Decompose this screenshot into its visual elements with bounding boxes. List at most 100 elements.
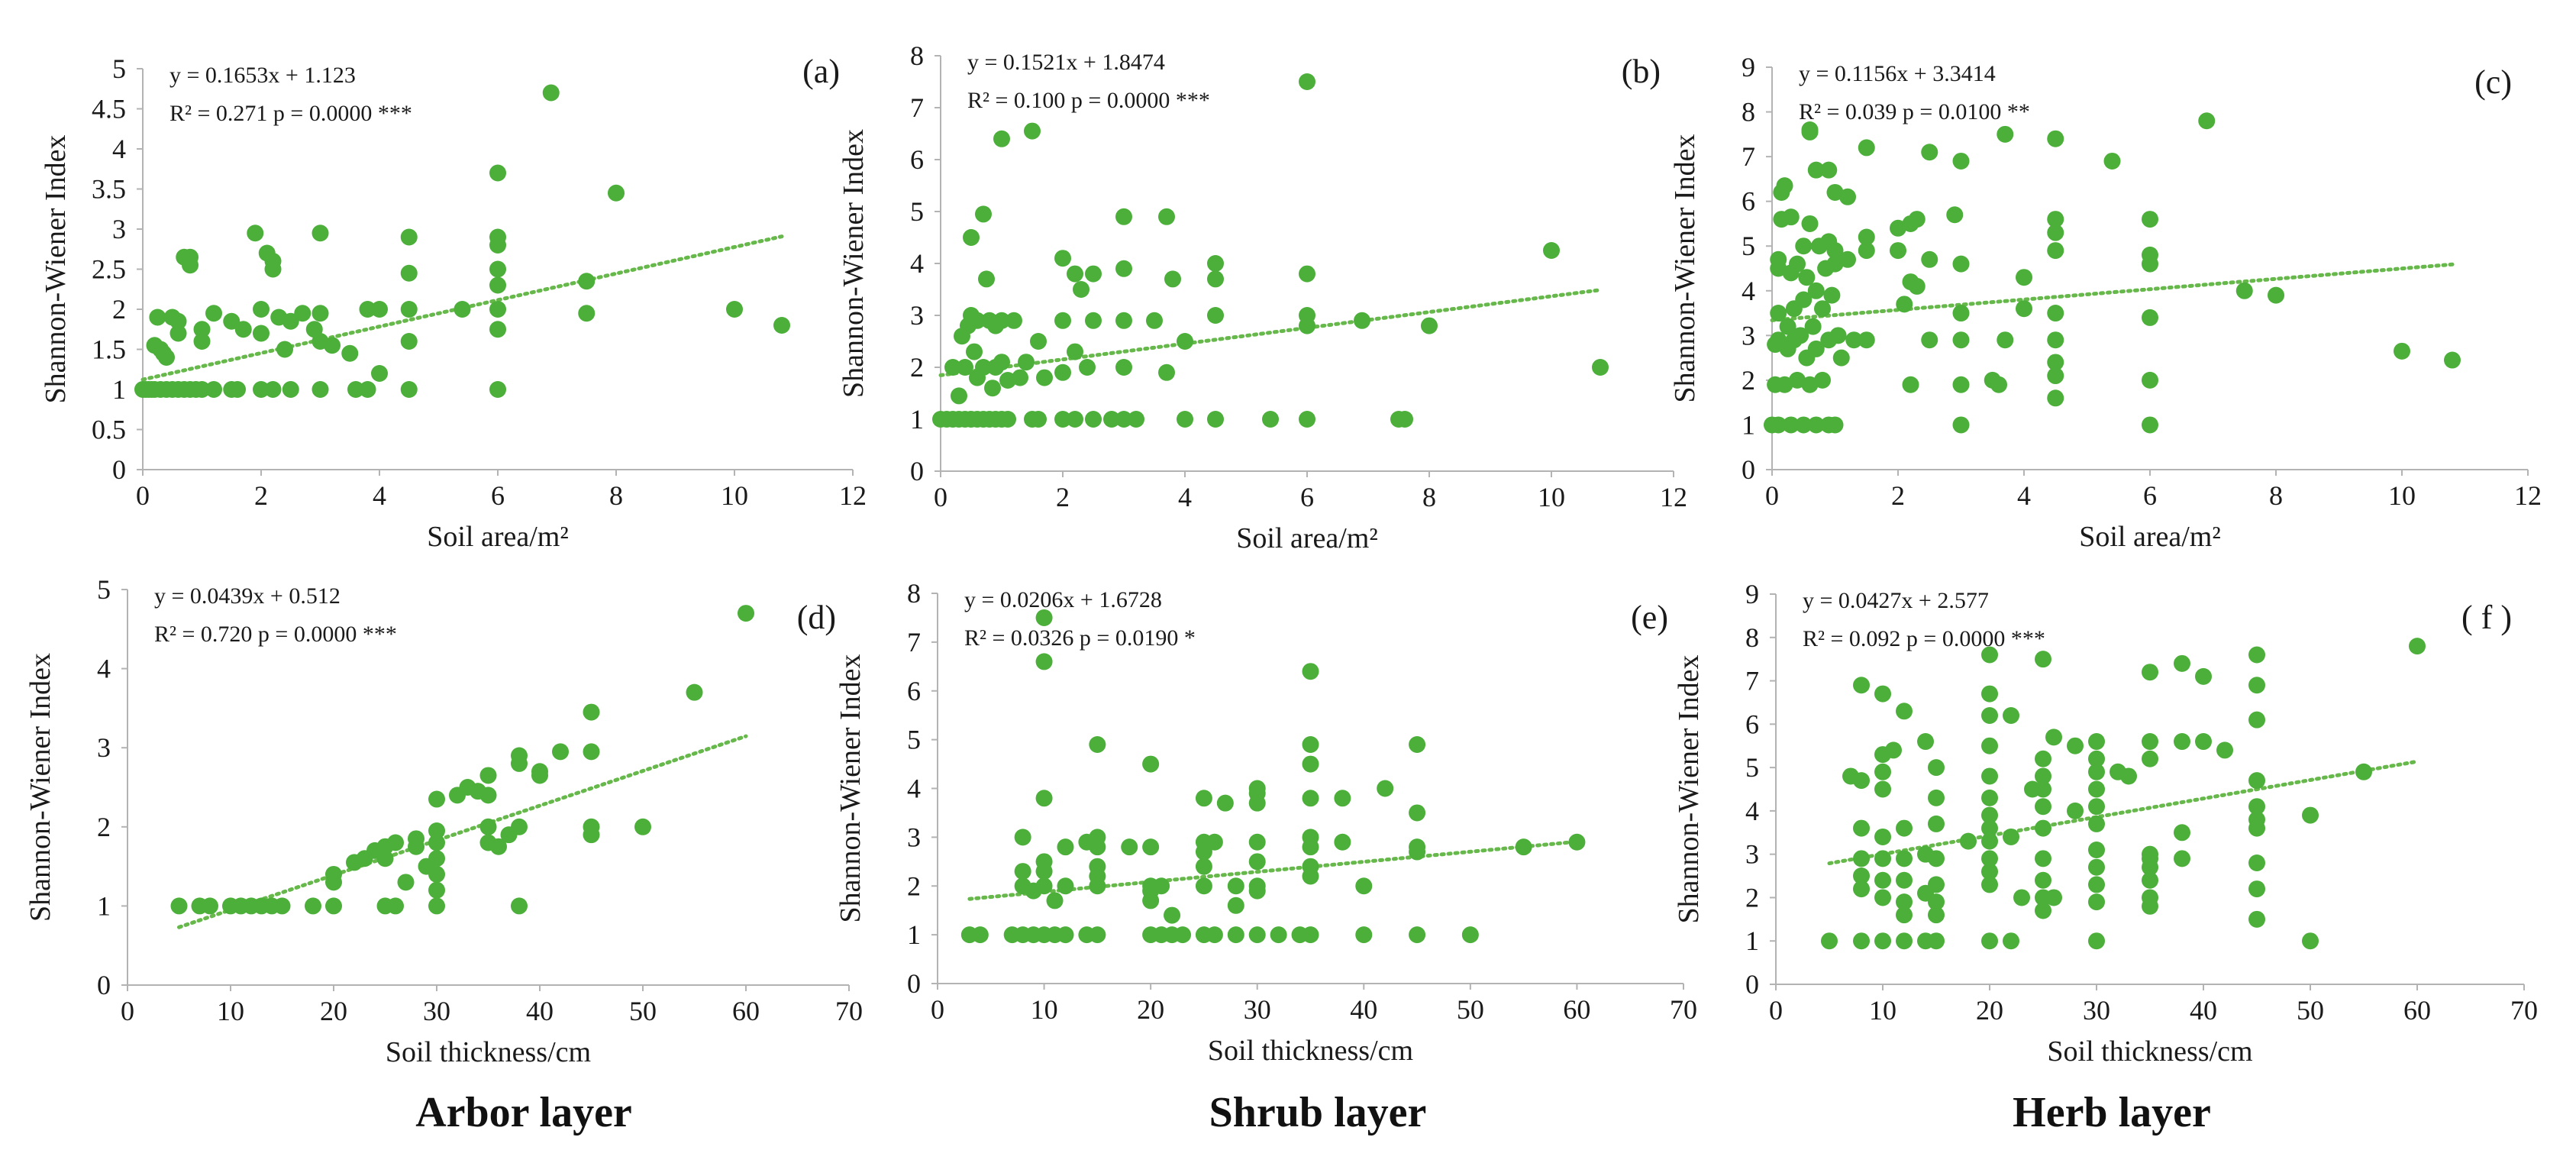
y-tick-label: 9 <box>1745 579 1759 609</box>
data-point <box>2248 854 2265 872</box>
data-point <box>1795 291 1813 309</box>
y-tick-label: 4 <box>907 774 921 804</box>
data-point <box>1248 794 1266 812</box>
data-point <box>1853 850 1870 867</box>
data-point <box>428 897 445 915</box>
panel-letter: (d) <box>797 599 836 636</box>
data-point <box>2016 300 2032 318</box>
data-point <box>1195 790 1212 807</box>
data-point <box>1227 877 1244 895</box>
y-tick-label: 5 <box>910 196 924 227</box>
data-point <box>1142 892 1160 909</box>
data-point <box>1302 790 1319 807</box>
x-tick-label: 12 <box>839 480 867 511</box>
data-point <box>1921 331 1938 349</box>
data-point <box>1142 755 1160 773</box>
data-point <box>454 301 471 318</box>
data-point <box>993 354 1010 371</box>
data-point <box>1158 363 1175 381</box>
data-point <box>1874 763 1891 780</box>
y-tick-label: 0.5 <box>92 415 126 445</box>
data-point <box>2355 763 2372 780</box>
y-tick-label: 6 <box>1742 186 1755 217</box>
x-tick-label: 12 <box>2514 480 2542 511</box>
x-tick-label: 0 <box>1769 995 1783 1026</box>
y-tick-label: 0 <box>112 454 126 485</box>
data-point <box>1896 296 1913 313</box>
y-tick-label: 3 <box>1745 839 1759 870</box>
x-tick-label: 8 <box>2269 480 2283 511</box>
data-point <box>1820 161 1838 179</box>
data-point <box>1568 833 1586 851</box>
data-point <box>1334 790 1351 807</box>
y-tick-label: 8 <box>907 578 921 609</box>
data-point <box>1839 250 1856 268</box>
panel-e: 0 10 20 30 40 50 60 70 0 1 2 3 4 5 6 7 8 Soil thickness/c… <box>834 578 1697 1067</box>
data-point <box>2088 932 2105 950</box>
data-point <box>1795 237 1813 255</box>
data-point <box>1409 736 1426 754</box>
data-point <box>229 381 246 398</box>
data-point <box>2035 798 2051 816</box>
data-point <box>1396 411 1413 428</box>
data-point <box>2142 255 2158 273</box>
data-point <box>490 838 507 855</box>
x-tick-label: 10 <box>721 480 748 511</box>
data-point <box>634 818 651 835</box>
x-tick-label: 2 <box>1056 482 1070 512</box>
data-point <box>1057 877 1074 895</box>
data-point <box>1035 863 1053 880</box>
data-point <box>2103 152 2121 170</box>
data-point <box>2003 706 2019 724</box>
data-point <box>1302 867 1319 885</box>
data-point <box>2047 130 2064 147</box>
data-point <box>1354 312 1370 329</box>
data-point <box>1302 755 1319 773</box>
data-point <box>1807 282 1825 299</box>
data-point <box>2088 876 2105 893</box>
data-point <box>2035 819 2051 837</box>
data-point <box>169 325 187 342</box>
data-point <box>2035 651 2051 668</box>
y-tick-label: 1.5 <box>92 334 126 365</box>
data-point <box>1928 815 1945 832</box>
y-axis-label: Shannon-Wiener Index <box>838 129 870 398</box>
y-axis-label: Shannon-Wiener Index <box>1669 134 1701 403</box>
data-point <box>2394 342 2410 360</box>
data-point <box>1054 411 1071 428</box>
data-point <box>1248 833 1266 851</box>
data-point <box>489 260 506 278</box>
y-tick-label: 3 <box>907 822 921 852</box>
data-point <box>1089 877 1106 895</box>
data-point <box>1158 208 1175 225</box>
data-point <box>1928 893 1945 911</box>
y-tick-label: 9 <box>1742 52 1755 82</box>
data-point <box>2195 733 2212 751</box>
data-point <box>1826 242 1844 260</box>
data-point <box>1067 265 1083 283</box>
data-point <box>2067 802 2084 819</box>
x-axis-label: Soil thickness/cm <box>1208 1035 1413 1067</box>
data-point <box>294 305 312 322</box>
y-tick-label: 5 <box>907 725 921 755</box>
y-tick-label: 6 <box>907 676 921 706</box>
data-point <box>1164 906 1181 924</box>
data-point <box>1299 411 1315 428</box>
data-point <box>387 834 404 851</box>
data-point <box>1858 228 1875 246</box>
data-point <box>2035 902 2051 919</box>
data-point <box>1928 932 1945 950</box>
data-point <box>2088 733 2105 751</box>
x-tick-label: 12 <box>1660 482 1687 512</box>
data-point <box>1014 829 1031 846</box>
y-tick-label: 3 <box>910 300 924 331</box>
x-tick-label: 10 <box>1869 995 1896 1026</box>
x-tick-label: 50 <box>629 996 657 1026</box>
data-point <box>542 84 560 102</box>
data-point <box>1355 926 1373 944</box>
data-point <box>479 818 497 835</box>
x-tick-label: 60 <box>732 996 760 1026</box>
y-axis-label: Shannon-Wiener Index <box>1673 655 1705 924</box>
data-point <box>1299 265 1315 283</box>
